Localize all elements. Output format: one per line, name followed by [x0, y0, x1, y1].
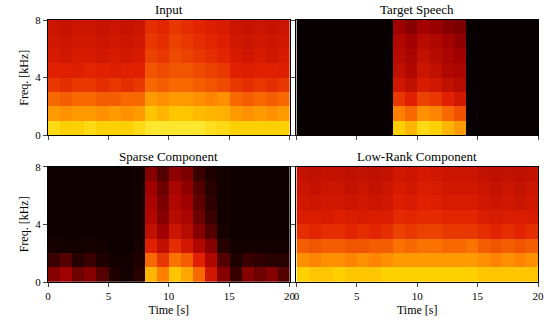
svg-text:15: 15 — [472, 290, 484, 302]
svg-text:4: 4 — [35, 71, 41, 83]
svg-text:8: 8 — [35, 161, 41, 173]
svg-text:8: 8 — [35, 14, 41, 26]
svg-text:0: 0 — [35, 129, 41, 141]
svg-text:0: 0 — [45, 290, 51, 302]
svg-text:Time [s]: Time [s] — [148, 303, 189, 317]
svg-text:Freq. [kHz]: Freq. [kHz] — [17, 50, 31, 106]
svg-text:10: 10 — [412, 290, 424, 302]
svg-text:Input: Input — [155, 2, 183, 17]
svg-text:Time [s]: Time [s] — [397, 303, 438, 317]
svg-text:0: 0 — [294, 290, 300, 302]
svg-text:Target Speech: Target Speech — [380, 2, 454, 17]
svg-text:20: 20 — [533, 290, 545, 302]
svg-text:20: 20 — [284, 290, 296, 302]
svg-text:Low-Rank Component: Low-Rank Component — [357, 149, 477, 164]
svg-text:0: 0 — [35, 276, 41, 288]
svg-text:5: 5 — [354, 290, 360, 302]
svg-text:5: 5 — [106, 290, 112, 302]
svg-text:15: 15 — [224, 290, 236, 302]
svg-text:Freq. [kHz]: Freq. [kHz] — [17, 196, 31, 252]
svg-text:4: 4 — [35, 218, 41, 230]
svg-text:Sparse Component: Sparse Component — [119, 149, 218, 164]
svg-text:10: 10 — [163, 290, 175, 302]
